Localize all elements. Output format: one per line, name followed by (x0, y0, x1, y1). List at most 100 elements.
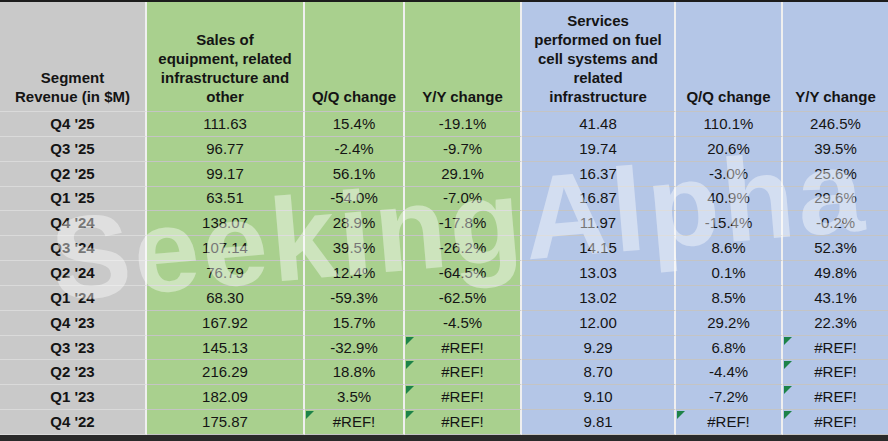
data-cell[interactable]: 28.9% (305, 211, 405, 236)
data-cell[interactable]: -59.3% (305, 286, 405, 311)
data-cell[interactable]: 25.6% (783, 162, 888, 187)
data-cell[interactable]: -15.4% (676, 211, 783, 236)
data-cell[interactable]: 110.1% (676, 112, 783, 137)
data-cell[interactable]: 20.6% (676, 137, 783, 162)
data-cell[interactable]: 39.5% (783, 137, 888, 162)
data-cell[interactable]: -7.0% (405, 187, 522, 212)
data-cell[interactable]: 63.51 (147, 187, 305, 212)
data-cell[interactable]: -7.2% (676, 385, 783, 410)
data-cell[interactable]: 111.63 (147, 112, 305, 137)
data-cell[interactable]: 12.00 (522, 311, 676, 336)
data-cell[interactable]: 29.1% (405, 162, 522, 187)
data-cell[interactable]: -4.4% (676, 360, 783, 385)
data-cell[interactable]: 107.14 (147, 236, 305, 261)
data-cell[interactable]: 14.15 (522, 236, 676, 261)
header-cell[interactable]: Q/Q change (676, 2, 783, 112)
data-cell[interactable]: 246.5% (783, 112, 888, 137)
row-label-cell[interactable]: Q2 '25 (0, 162, 147, 187)
row-label-cell[interactable]: Q2 '24 (0, 261, 147, 286)
row-label-cell[interactable]: Q3 '25 (0, 137, 147, 162)
header-cell[interactable]: Y/Y change (405, 2, 522, 112)
data-cell[interactable]: 19.74 (522, 137, 676, 162)
data-cell[interactable]: 68.30 (147, 286, 305, 311)
data-cell[interactable]: -62.5% (405, 286, 522, 311)
row-label-cell[interactable]: Q4 '23 (0, 311, 147, 336)
data-cell[interactable]: 39.5% (305, 236, 405, 261)
data-cell[interactable]: 76.79 (147, 261, 305, 286)
data-cell[interactable]: -2.4% (305, 137, 405, 162)
header-cell[interactable]: Y/Y change (783, 2, 888, 112)
data-cell[interactable]: #REF! (405, 410, 522, 435)
data-cell[interactable]: 9.81 (522, 410, 676, 435)
data-cell[interactable]: -3.0% (676, 162, 783, 187)
data-cell[interactable]: #REF! (305, 410, 405, 435)
data-cell[interactable]: 29.6% (783, 187, 888, 212)
data-cell[interactable]: 3.5% (305, 385, 405, 410)
data-cell[interactable]: 6.8% (676, 336, 783, 361)
data-cell[interactable]: 49.8% (783, 261, 888, 286)
data-cell[interactable]: 13.03 (522, 261, 676, 286)
data-cell[interactable]: #REF! (783, 385, 888, 410)
data-cell[interactable]: -19.1% (405, 112, 522, 137)
data-cell[interactable]: 9.29 (522, 336, 676, 361)
data-cell[interactable]: 56.1% (305, 162, 405, 187)
data-cell[interactable]: 0.1% (676, 261, 783, 286)
header-cell[interactable]: Sales of equipment, related infrastructu… (147, 2, 305, 112)
data-cell[interactable]: -4.5% (405, 311, 522, 336)
data-cell[interactable]: -0.2% (783, 211, 888, 236)
data-cell[interactable]: 13.02 (522, 286, 676, 311)
data-cell[interactable]: 8.70 (522, 360, 676, 385)
data-cell[interactable]: 43.1% (783, 286, 888, 311)
header-cell[interactable]: Q/Q change (305, 2, 405, 112)
data-cell[interactable]: 145.13 (147, 336, 305, 361)
data-cell[interactable]: 16.37 (522, 162, 676, 187)
cell-value: 29.6% (814, 189, 857, 207)
data-cell[interactable]: 8.6% (676, 236, 783, 261)
data-cell[interactable]: 16.87 (522, 187, 676, 212)
data-cell[interactable]: #REF! (405, 385, 522, 410)
data-cell[interactable]: 11.97 (522, 211, 676, 236)
header-cell[interactable]: Segment Revenue (in $M) (0, 2, 147, 112)
data-cell[interactable]: 216.29 (147, 360, 305, 385)
data-cell[interactable]: -9.7% (405, 137, 522, 162)
row-label-cell[interactable]: Q3 '24 (0, 236, 147, 261)
data-cell[interactable]: #REF! (783, 360, 888, 385)
header-cell[interactable]: Services performed on fuel cell systems … (522, 2, 676, 112)
data-cell[interactable]: 15.7% (305, 311, 405, 336)
data-cell[interactable]: 182.09 (147, 385, 305, 410)
data-cell[interactable]: 18.8% (305, 360, 405, 385)
data-cell[interactable]: #REF! (405, 360, 522, 385)
data-cell[interactable]: #REF! (783, 336, 888, 361)
data-cell[interactable]: #REF! (405, 336, 522, 361)
data-cell[interactable]: -17.8% (405, 211, 522, 236)
row-label-cell[interactable]: Q1 '24 (0, 286, 147, 311)
data-cell[interactable]: 22.3% (783, 311, 888, 336)
data-cell[interactable]: 9.10 (522, 385, 676, 410)
data-cell[interactable]: 52.3% (783, 236, 888, 261)
data-cell[interactable]: 96.77 (147, 137, 305, 162)
data-cell[interactable]: -32.9% (305, 336, 405, 361)
data-cell[interactable]: 40.9% (676, 187, 783, 212)
data-cell[interactable]: 15.4% (305, 112, 405, 137)
data-cell[interactable]: 8.5% (676, 286, 783, 311)
row-label-cell[interactable]: Q3 '23 (0, 336, 147, 361)
data-cell[interactable]: #REF! (676, 410, 783, 435)
data-cell[interactable]: -54.0% (305, 187, 405, 212)
row-label-cell[interactable]: Q4 '22 (0, 410, 147, 435)
data-cell[interactable]: 29.2% (676, 311, 783, 336)
data-cell[interactable]: #REF! (783, 410, 888, 435)
data-cell[interactable]: 138.07 (147, 211, 305, 236)
row-label-cell[interactable]: Q2 '23 (0, 360, 147, 385)
row-label-cell[interactable]: Q1 '23 (0, 385, 147, 410)
error-flag-icon (406, 337, 414, 345)
row-label-cell[interactable]: Q4 '25 (0, 112, 147, 137)
data-cell[interactable]: 175.87 (147, 410, 305, 435)
data-cell[interactable]: 41.48 (522, 112, 676, 137)
data-cell[interactable]: 12.4% (305, 261, 405, 286)
data-cell[interactable]: 167.92 (147, 311, 305, 336)
data-cell[interactable]: 99.17 (147, 162, 305, 187)
data-cell[interactable]: -26.2% (405, 236, 522, 261)
row-label-cell[interactable]: Q1 '25 (0, 187, 147, 212)
row-label-cell[interactable]: Q4 '24 (0, 211, 147, 236)
data-cell[interactable]: -64.5% (405, 261, 522, 286)
